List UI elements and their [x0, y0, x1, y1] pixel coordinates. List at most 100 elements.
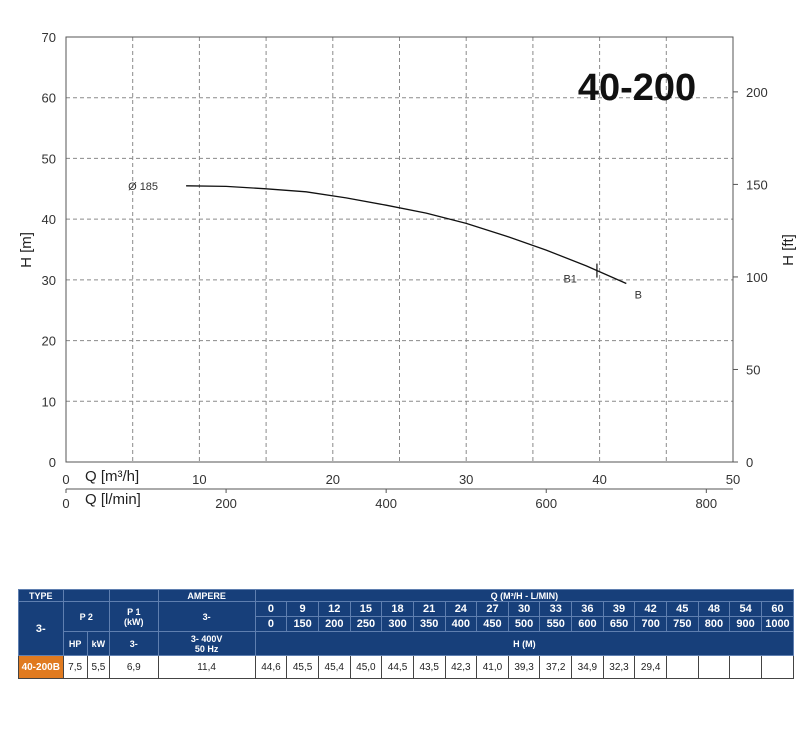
- type-header: TYPE: [18, 589, 64, 602]
- p1-header: P 1 (kW): [109, 601, 159, 632]
- lmin-tick-label: 400: [375, 496, 397, 511]
- p2-header: P 2: [62, 601, 111, 632]
- hp-label: HP: [62, 631, 88, 656]
- h-value-cell: [665, 655, 699, 679]
- plot-frame: [65, 36, 734, 463]
- q-lmin-cell: 300: [381, 616, 414, 632]
- ft-tick-label: 50: [746, 362, 760, 377]
- q-lmin-cell: 700: [634, 616, 667, 632]
- ampere-value: 11,4: [157, 655, 256, 679]
- h-value-cell: 34,9: [571, 655, 604, 679]
- frequency-label: 50 Hz: [194, 643, 219, 654]
- y-axis-right-label: H [ft]: [780, 234, 797, 266]
- ft-tick-label: 150: [746, 177, 768, 192]
- table-row: 40-200B 7,5 5,5 6,9 11,4 44,6 45,5 45,4 …: [18, 655, 795, 679]
- kw-value: 5,5: [86, 655, 111, 679]
- curve-layer: Ø 185 B1 B: [128, 181, 642, 302]
- q-lmin-cell: 400: [444, 616, 478, 632]
- q-m3h-cell: 54: [729, 601, 762, 617]
- q-lmin-cell: 550: [539, 616, 573, 632]
- q-m3h-cell: 48: [697, 601, 731, 617]
- q-lmin-cell: 350: [412, 616, 446, 632]
- q-m3h-cell: 60: [760, 601, 795, 617]
- p2-header-top: [62, 589, 111, 602]
- q-m3h-cell: 0: [254, 601, 288, 617]
- p1-label: P 1: [127, 606, 141, 617]
- b1-label: B1: [563, 274, 576, 286]
- performance-table: TYPE AMPERE Q (M³/H - L/MIN) 3- P 2 P 1 …: [18, 589, 795, 679]
- phase-left: 3-: [18, 601, 64, 656]
- pump-curve-chart: 0 10 20 30 40 50 60 70 0 50 100 150 200 0 10 20 30 40 50 0 2…: [18, 30, 797, 511]
- h-value-cell: 37,2: [539, 655, 573, 679]
- h-value-cell: 44,5: [381, 655, 414, 679]
- p1-phase: 3-: [109, 631, 159, 656]
- q-lmin-cell: 0: [254, 616, 288, 632]
- x-tick-label: 50: [726, 472, 740, 487]
- h-value-cell: 45,0: [349, 655, 383, 679]
- q-m3h-cell: 12: [317, 601, 351, 617]
- axis-ticks: 0 10 20 30 40 50 60 70 0 50 100 150 200 0 10 20 30 40 50 0 2…: [42, 30, 768, 511]
- q-lmin-cell: 450: [476, 616, 509, 632]
- q-lmin-cell: 600: [571, 616, 604, 632]
- q-lmin-cell: 200: [317, 616, 351, 632]
- q-lmin-cell: 500: [507, 616, 541, 632]
- hp-value: 7,5: [62, 655, 88, 679]
- h-value-cell: 43,5: [412, 655, 446, 679]
- q-m3h-cell: 39: [602, 601, 636, 617]
- type-cell: 40-200B: [18, 655, 64, 679]
- x-axis-primary-label: Q [m³/h]: [85, 468, 139, 485]
- ft-tick-label: 200: [746, 85, 768, 100]
- h-value-cell: 41,0: [476, 655, 509, 679]
- lmin-tick-label: 600: [535, 496, 557, 511]
- y-tick-label: 30: [42, 273, 56, 288]
- series-label: Ø 185: [128, 181, 158, 193]
- voltage-cell: 3- 400V 50 Hz: [157, 631, 256, 656]
- lmin-tick-label: 200: [215, 496, 237, 511]
- p1-value: 6,9: [109, 655, 159, 679]
- y-tick-label: 10: [42, 394, 56, 409]
- x-tick-label: 0: [62, 472, 69, 487]
- q-m3h-cell: 24: [444, 601, 478, 617]
- q-lmin-cell: 250: [349, 616, 383, 632]
- h-value-cell: [760, 655, 795, 679]
- lmin-tick-label: 0: [62, 496, 69, 511]
- kw-label: kW: [86, 631, 111, 656]
- q-m3h-cell: 18: [381, 601, 414, 617]
- y-axis-left-label: H [m]: [18, 232, 35, 268]
- x-tick-label: 10: [192, 472, 206, 487]
- q-lmin-cell: 650: [602, 616, 636, 632]
- h-header: H (M): [254, 631, 795, 656]
- h-value-cell: [729, 655, 762, 679]
- q-m3h-cell: 33: [539, 601, 573, 617]
- lmin-tick-label: 800: [695, 496, 717, 511]
- h-value-cell: [697, 655, 731, 679]
- ft-tick-label: 100: [746, 270, 768, 285]
- q-m3h-cell: 9: [286, 601, 319, 617]
- h-value-cell: 45,4: [317, 655, 351, 679]
- h-value-cell: 32,3: [602, 655, 636, 679]
- x-tick-label: 40: [592, 472, 606, 487]
- q-lmin-cell: 900: [729, 616, 762, 632]
- x-axis-secondary-label: Q [l/min]: [85, 491, 141, 508]
- x-tick-label: 20: [326, 472, 340, 487]
- q-m3h-cell: 30: [507, 601, 541, 617]
- q-m3h-cell: 36: [571, 601, 604, 617]
- y-tick-label: 50: [42, 151, 56, 166]
- q-m3h-cell: 27: [476, 601, 509, 617]
- y-tick-label: 40: [42, 212, 56, 227]
- ampere-phase: 3-: [157, 601, 256, 632]
- y-tick-label: 60: [42, 91, 56, 106]
- y-tick-label: 0: [49, 455, 56, 470]
- q-m3h-cell: 42: [634, 601, 667, 617]
- chart-title: 40-200: [578, 67, 696, 109]
- h-value-cell: 29,4: [634, 655, 667, 679]
- ampere-header: AMPERE: [157, 589, 256, 602]
- x-tick-label: 30: [459, 472, 473, 487]
- y-tick-label: 20: [42, 334, 56, 349]
- performance-curve: [186, 185, 627, 285]
- q-lmin-cell: 800: [697, 616, 731, 632]
- h-value-cell: 44,6: [254, 655, 288, 679]
- q-lmin-cell: 750: [665, 616, 699, 632]
- q-lmin-cell: 1000: [760, 616, 795, 632]
- h-value-cell: 45,5: [286, 655, 319, 679]
